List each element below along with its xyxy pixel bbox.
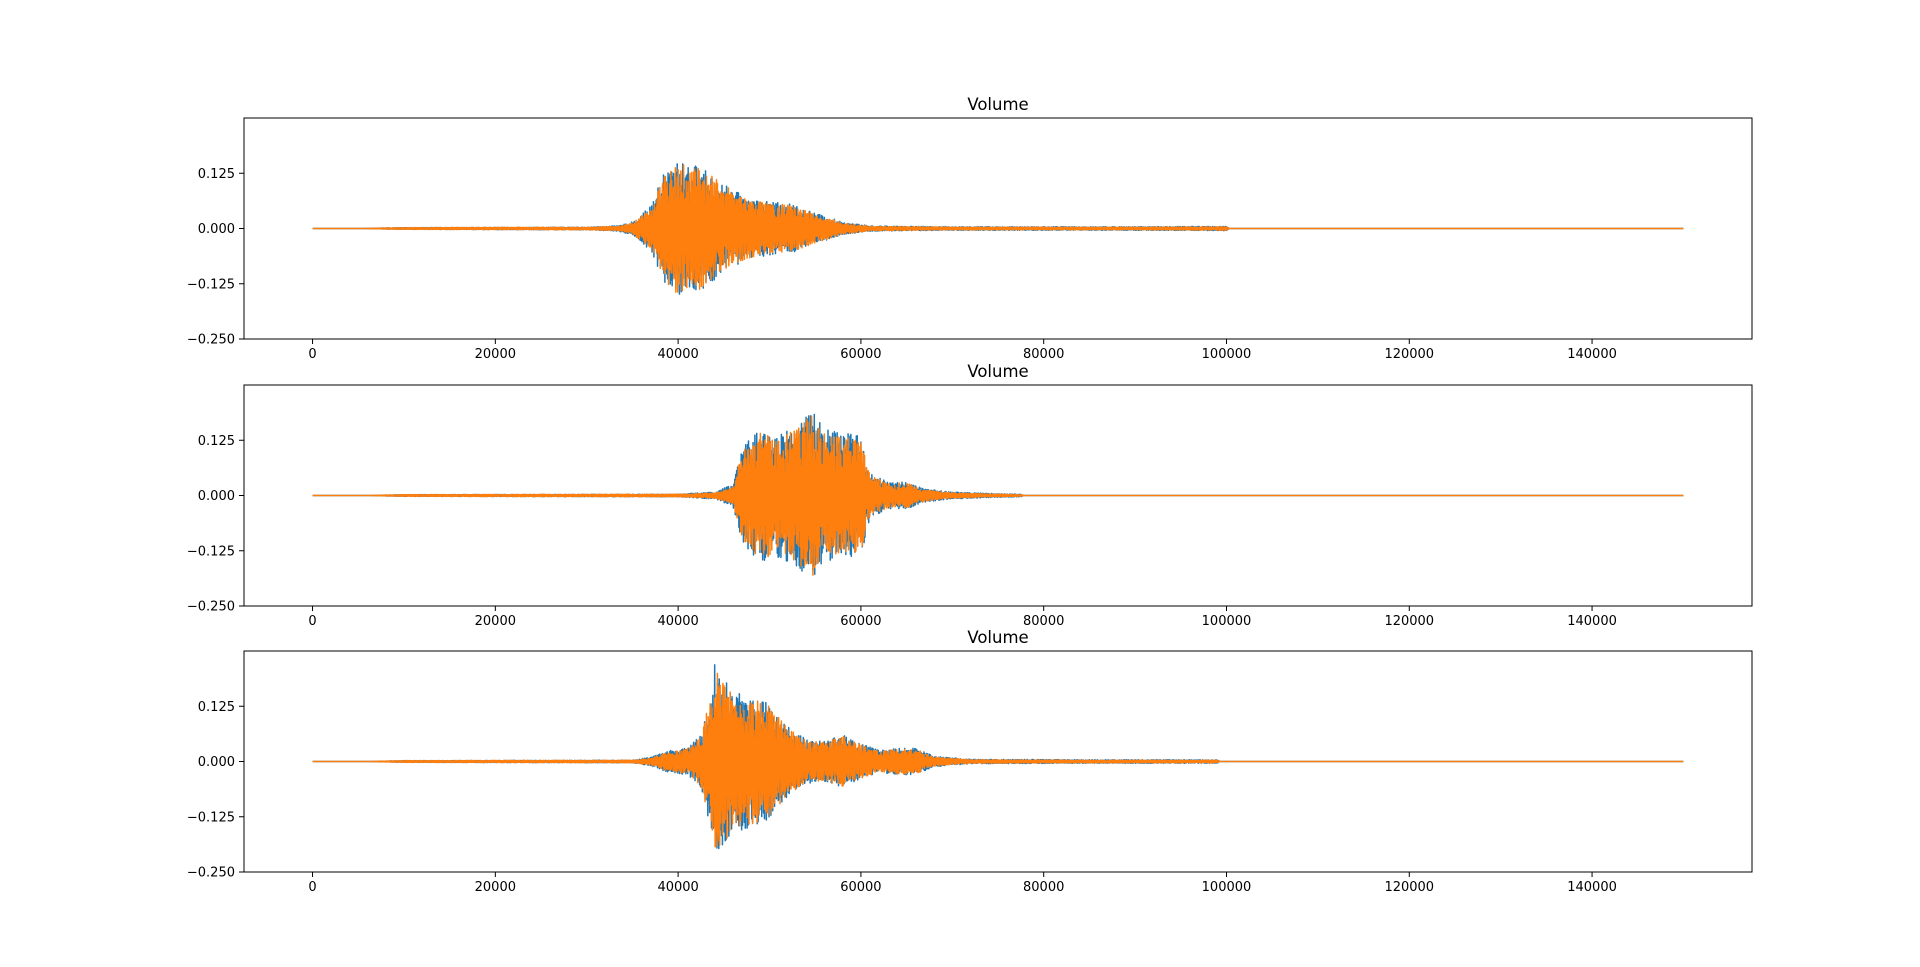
x-tick-label: 0 bbox=[308, 614, 316, 629]
y-tick-label: 0.125 bbox=[198, 434, 235, 449]
series-2-line bbox=[312, 163, 1684, 293]
subplot-panels: Volume 0 20000 40000 60000 80000 100000 120000 1… bbox=[187, 95, 1753, 895]
y-tick-label: 0.000 bbox=[198, 755, 235, 770]
subplot-1: Volume 0 20000 40000 60000 80000 100000 120000 1… bbox=[187, 95, 1753, 362]
x-tick-label: 60000 bbox=[840, 614, 881, 629]
y-tick-label: 0.000 bbox=[198, 222, 235, 237]
x-tick-label: 120000 bbox=[1384, 614, 1434, 629]
x-tick-label: 80000 bbox=[1023, 614, 1064, 629]
y-tick-label: −0.125 bbox=[187, 277, 235, 292]
x-tick-label: 100000 bbox=[1202, 880, 1252, 895]
y-tick-label: −0.125 bbox=[187, 544, 235, 559]
x-tick-label: 60000 bbox=[840, 347, 881, 362]
y-tick-label: 0.125 bbox=[198, 167, 235, 182]
x-tick-label: 140000 bbox=[1567, 880, 1617, 895]
series-2-line bbox=[312, 415, 1684, 576]
x-tick-label: 20000 bbox=[475, 880, 516, 895]
y-tick-label: −0.250 bbox=[187, 600, 235, 615]
subplot-2: Volume 0 20000 40000 60000 80000 100000 120000 1… bbox=[187, 362, 1753, 629]
chart-title: Volume bbox=[967, 362, 1028, 381]
x-tick-label: 120000 bbox=[1384, 347, 1434, 362]
x-tick-label: 140000 bbox=[1567, 614, 1617, 629]
x-tick-label: 100000 bbox=[1202, 614, 1252, 629]
x-tick-label: 80000 bbox=[1023, 347, 1064, 362]
y-tick-label: −0.250 bbox=[187, 866, 235, 881]
x-tick-label: 40000 bbox=[657, 614, 698, 629]
x-tick-label: 80000 bbox=[1023, 880, 1064, 895]
series-group bbox=[312, 163, 1684, 295]
y-tick-label: 0.125 bbox=[198, 700, 235, 715]
x-tick-label: 20000 bbox=[475, 347, 516, 362]
y-tick-label: 0.000 bbox=[198, 489, 235, 504]
x-tick-label: 120000 bbox=[1384, 880, 1434, 895]
series-group bbox=[312, 664, 1684, 850]
chart-title: Volume bbox=[967, 628, 1028, 647]
x-tick-label: 100000 bbox=[1202, 347, 1252, 362]
x-tick-label: 20000 bbox=[475, 614, 516, 629]
y-tick-label: −0.250 bbox=[187, 333, 235, 348]
y-tick-label: −0.125 bbox=[187, 810, 235, 825]
x-tick-label: 40000 bbox=[657, 347, 698, 362]
series-group bbox=[312, 413, 1684, 576]
x-tick-label: 40000 bbox=[657, 880, 698, 895]
x-tick-label: 60000 bbox=[840, 880, 881, 895]
series-2-line bbox=[312, 672, 1684, 848]
chart-title: Volume bbox=[967, 95, 1028, 114]
x-tick-label: 0 bbox=[308, 880, 316, 895]
x-tick-label: 140000 bbox=[1567, 347, 1617, 362]
subplot-3: Volume 0 20000 40000 60000 80000 100000 120000 1… bbox=[187, 628, 1753, 895]
x-tick-label: 0 bbox=[308, 347, 316, 362]
